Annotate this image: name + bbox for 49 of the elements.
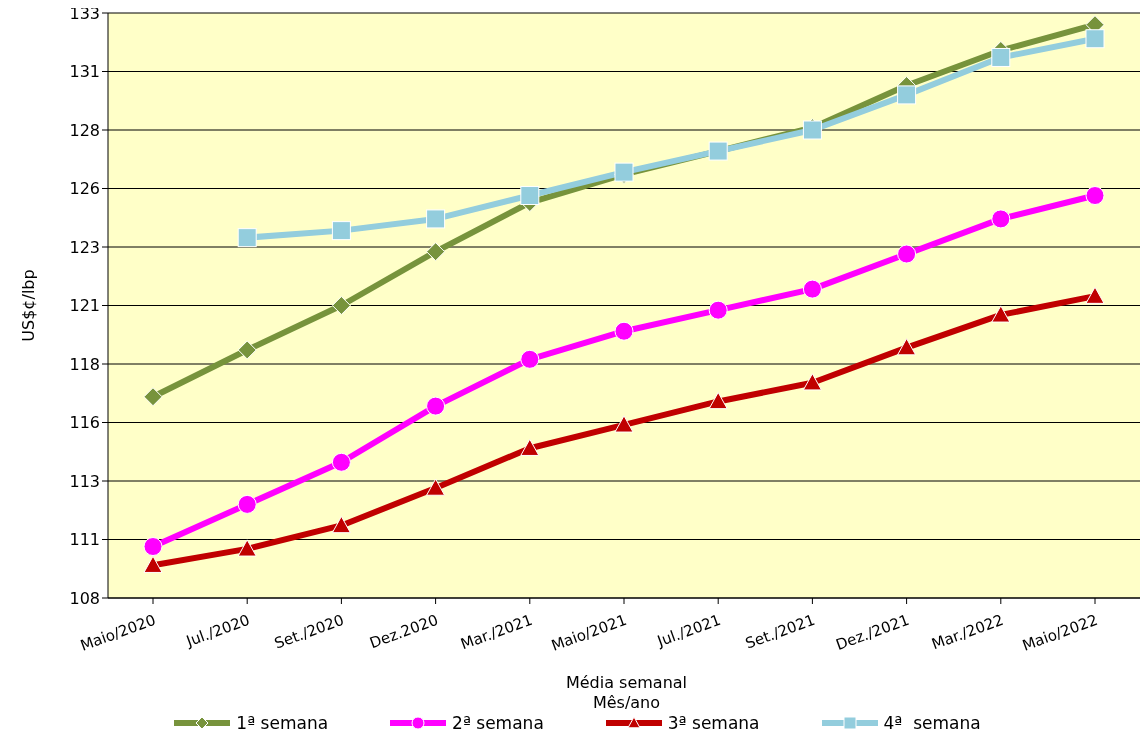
point — [520, 186, 540, 206]
point — [237, 539, 257, 557]
y-tick-label: 108 — [69, 588, 100, 608]
point — [331, 515, 351, 534]
y-tick-label: 123 — [69, 237, 100, 257]
point — [614, 415, 634, 433]
point — [143, 387, 163, 407]
point — [426, 478, 446, 496]
point — [331, 296, 351, 315]
y-tick-label: 131 — [69, 62, 100, 82]
point — [331, 221, 351, 241]
point — [708, 300, 728, 320]
point — [143, 537, 163, 557]
legend-label: 2ª semana — [452, 713, 544, 733]
point — [426, 396, 446, 416]
point — [614, 321, 634, 341]
point — [991, 209, 1011, 229]
point — [237, 228, 257, 248]
point — [802, 373, 822, 391]
y-tick-label: 113 — [69, 471, 100, 491]
point — [1085, 186, 1105, 206]
y-tick-label: 128 — [69, 120, 100, 140]
point — [520, 438, 540, 456]
y-tick-label: 111 — [69, 530, 100, 550]
point — [802, 279, 822, 299]
x-axis-title: Média semanal Mês/ano — [564, 673, 689, 713]
y-tick-label: 118 — [69, 354, 100, 374]
point — [426, 209, 446, 229]
y-tick-label: 116 — [69, 413, 100, 433]
point — [331, 452, 351, 472]
point — [897, 85, 917, 105]
y-axis-title: US$¢/lbp — [18, 269, 38, 342]
point — [237, 494, 257, 514]
y-tick-label: 121 — [69, 296, 100, 316]
legend-label: 1ª semana — [236, 713, 329, 733]
point — [991, 305, 1011, 323]
point — [143, 555, 163, 573]
legend-label: 3ª semana — [667, 713, 760, 733]
point — [897, 338, 917, 356]
y-tick-label: 126 — [69, 179, 100, 199]
point — [708, 391, 728, 410]
legend-label: 4ª semana — [883, 713, 981, 733]
point — [426, 242, 446, 262]
point — [1085, 286, 1105, 304]
point — [1085, 29, 1105, 49]
point — [520, 349, 540, 369]
point — [991, 47, 1011, 67]
point — [237, 340, 257, 360]
point — [897, 244, 917, 264]
